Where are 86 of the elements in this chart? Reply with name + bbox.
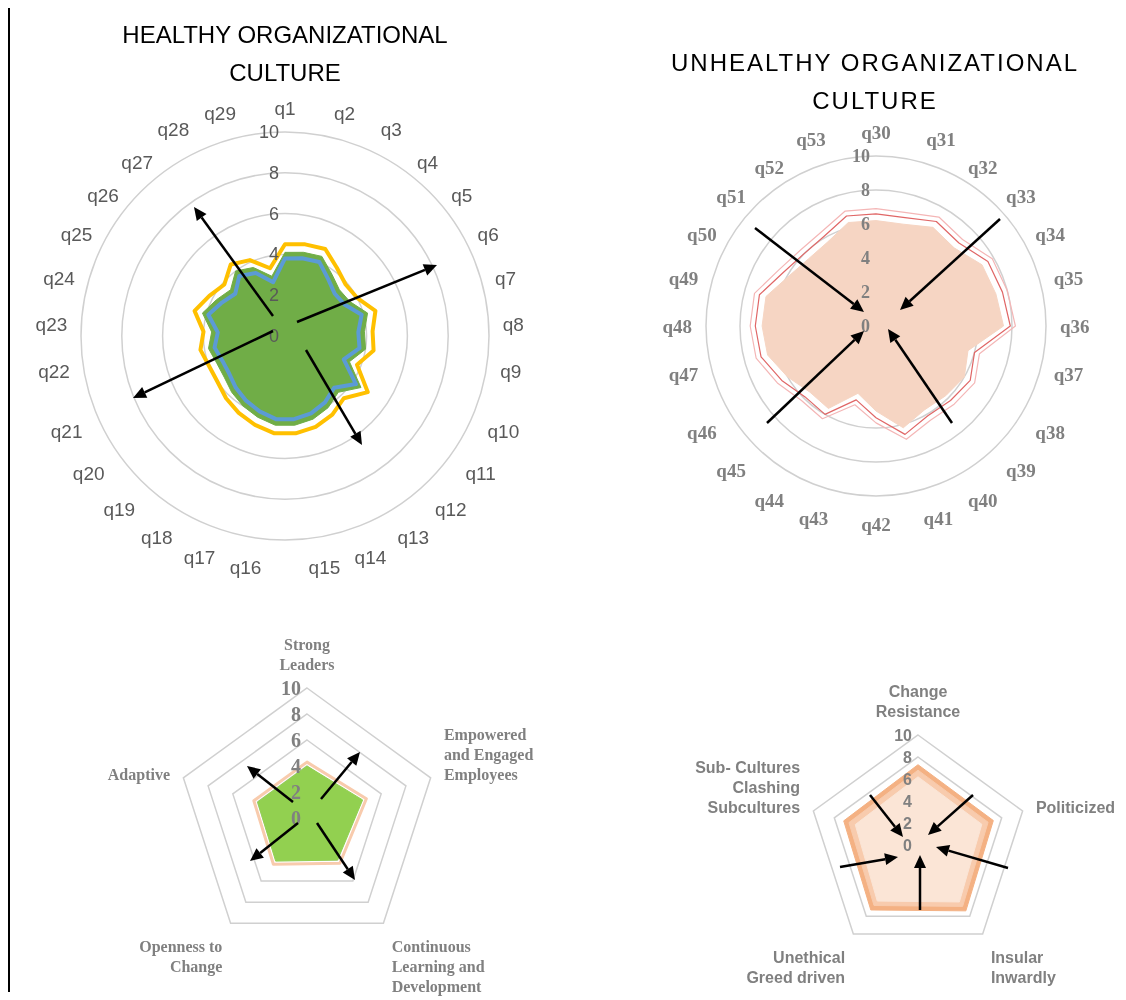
- spoke-label: Unethical Greed driven: [746, 948, 846, 986]
- y-tick-label: 10: [281, 677, 301, 699]
- spoke-label: q8: [502, 313, 524, 335]
- y-tick-label: 0: [861, 316, 870, 336]
- spoke-label: q25: [60, 223, 93, 245]
- spoke-label: Openness to Change: [139, 938, 223, 976]
- spoke-label: Empowered and Engaged Employees: [443, 725, 534, 783]
- y-tick-label: 2: [268, 285, 279, 306]
- spoke-label: q17: [183, 546, 216, 568]
- spoke-label: q42: [861, 513, 891, 535]
- spoke-label: q21: [50, 420, 83, 442]
- spoke-label: q37: [1053, 363, 1084, 385]
- spoke-label: q4: [416, 151, 439, 173]
- spoke-label: q51: [716, 185, 746, 207]
- spoke-label: q18: [140, 526, 173, 548]
- spoke-label: q43: [798, 507, 829, 529]
- spoke-label: q39: [1006, 459, 1036, 481]
- spoke-label: q7: [495, 267, 517, 289]
- spoke-label: q34: [1035, 223, 1066, 245]
- y-tick-label: 10: [852, 146, 870, 166]
- spoke-label: q16: [229, 556, 262, 578]
- spoke-label: q14: [354, 546, 387, 568]
- spoke-label: q53: [796, 128, 826, 150]
- spoke-label: q28: [157, 118, 190, 140]
- y-tick-label: 0: [903, 836, 913, 854]
- chart-title: UNHEALTHY ORGANIZATIONAL CULTURE: [669, 48, 1081, 116]
- spoke-label: q41: [923, 507, 954, 529]
- spoke-label: q52: [754, 156, 784, 178]
- y-tick-label: 4: [903, 792, 913, 810]
- spoke-label: q33: [1006, 185, 1036, 207]
- spoke-label: q38: [1035, 421, 1065, 443]
- chart-title: HEALTHY ORGANIZATIONAL CULTURE: [121, 20, 449, 88]
- spoke-label: q12: [434, 498, 467, 520]
- spoke-label: q35: [1053, 267, 1084, 289]
- spoke-label: q36: [1060, 315, 1090, 337]
- spoke-label: q1: [274, 97, 296, 119]
- y-tick-label: 6: [861, 214, 870, 234]
- y-tick-label: 10: [894, 726, 913, 744]
- y-tick-label: 8: [861, 180, 870, 200]
- y-tick-label: 10: [258, 122, 279, 142]
- spoke-label: q30: [861, 121, 891, 143]
- spoke-label: Politicized: [1035, 798, 1116, 816]
- spoke-label: q20: [72, 462, 105, 484]
- spoke-label: Insular Inwardly: [990, 948, 1056, 986]
- spoke-label: q5: [451, 184, 473, 206]
- spoke-label: q27: [121, 151, 154, 173]
- spoke-label: q26: [87, 184, 119, 206]
- spoke-label: q44: [754, 489, 785, 511]
- spoke-label: Change Resistance: [875, 682, 961, 720]
- spoke-label: q22: [38, 360, 70, 382]
- spoke-label: Sub- Cultures Clashing Subcultures: [695, 758, 801, 816]
- spoke-label: q2: [334, 102, 356, 124]
- y-tick-label: 6: [291, 729, 301, 751]
- y-tick-label: 2: [903, 814, 913, 832]
- spoke-label: q49: [668, 267, 699, 289]
- spoke-label: q10: [487, 420, 520, 442]
- spoke-label: q3: [380, 118, 402, 140]
- spoke-label: q31: [926, 128, 956, 150]
- y-tick-label: 8: [291, 703, 301, 725]
- spoke-label: q11: [465, 462, 496, 484]
- spoke-label: Continuous Learning and Development: [391, 938, 485, 996]
- y-tick-label: 2: [291, 781, 301, 803]
- spoke-label: q50: [687, 223, 717, 245]
- y-tick-label: 2: [861, 282, 870, 302]
- y-tick-label: 0: [291, 807, 301, 829]
- y-tick-label: 4: [861, 248, 870, 268]
- spoke-label: q45: [716, 459, 746, 481]
- spoke-label: q9: [500, 360, 522, 382]
- y-tick-label: 6: [268, 203, 279, 224]
- spoke-label: q15: [308, 556, 341, 578]
- y-tick-label: 8: [903, 748, 913, 766]
- spoke-label: q24: [43, 267, 76, 289]
- spoke-label: q13: [397, 526, 430, 548]
- spoke-label: q6: [477, 223, 499, 245]
- spoke-label: q32: [968, 156, 998, 178]
- spoke-label: Strong Leaders: [279, 635, 335, 673]
- spoke-label: Adaptive: [107, 765, 171, 783]
- spoke-label: q19: [103, 498, 136, 520]
- spoke-label: q47: [668, 363, 699, 385]
- y-tick-label: 6: [903, 770, 913, 788]
- spoke-label: q29: [204, 102, 236, 124]
- spoke-label: q46: [687, 421, 717, 443]
- spoke-label: q48: [662, 315, 692, 337]
- y-tick-label: 8: [268, 162, 279, 183]
- spoke-label: q23: [35, 313, 68, 335]
- spoke-label: q40: [968, 489, 998, 511]
